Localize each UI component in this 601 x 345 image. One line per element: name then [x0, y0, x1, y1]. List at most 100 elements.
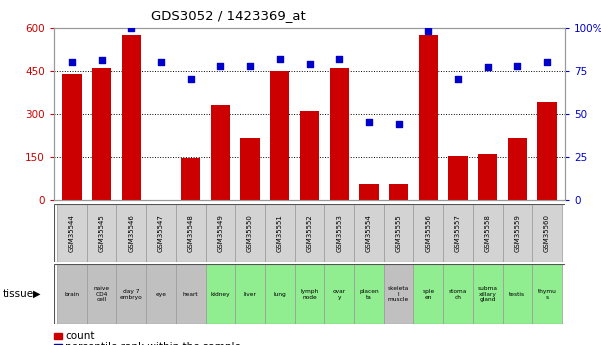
Bar [502, 264, 532, 324]
Text: count: count [65, 332, 94, 341]
Point [216, 63, 225, 68]
Bar [117, 204, 146, 262]
Bar [325, 264, 354, 324]
Bar [473, 264, 502, 324]
Text: thymu
s: thymu s [538, 289, 557, 299]
Bar [508, 138, 527, 200]
Text: GSM35545: GSM35545 [99, 214, 105, 252]
Text: naive
CD4
cell: naive CD4 cell [94, 286, 109, 303]
Bar [240, 138, 260, 200]
Bar [443, 204, 473, 262]
Text: lung: lung [273, 292, 286, 297]
Text: skeleta
l
muscle: skeleta l muscle [388, 286, 409, 303]
Text: GDS3052 / 1423369_at: GDS3052 / 1423369_at [151, 9, 306, 22]
Point [126, 25, 136, 30]
Text: kidney: kidney [210, 292, 230, 297]
Bar [87, 204, 117, 262]
Point [394, 121, 403, 127]
Point [334, 56, 344, 61]
Bar [502, 204, 532, 262]
Bar [329, 68, 349, 200]
Text: stoma
ch: stoma ch [449, 289, 467, 299]
Text: eye: eye [156, 292, 166, 297]
Bar [206, 264, 235, 324]
Bar [443, 264, 473, 324]
Text: tissue: tissue [3, 289, 34, 299]
Bar [325, 204, 354, 262]
Text: GSM35553: GSM35553 [336, 214, 342, 252]
Text: GSM35549: GSM35549 [218, 214, 224, 252]
Text: GSM35559: GSM35559 [514, 214, 520, 252]
Bar [57, 204, 87, 262]
Point [245, 63, 255, 68]
Text: GSM35551: GSM35551 [277, 214, 283, 252]
Text: GSM35548: GSM35548 [188, 214, 194, 252]
Bar [537, 102, 557, 200]
Text: liver: liver [243, 292, 257, 297]
Bar [473, 204, 502, 262]
Text: ▶: ▶ [33, 289, 40, 299]
Bar [354, 264, 384, 324]
Point [513, 63, 522, 68]
Bar [389, 184, 408, 200]
Bar [211, 105, 230, 200]
Text: placen
ta: placen ta [359, 289, 379, 299]
Bar [384, 204, 413, 262]
Bar [121, 35, 141, 200]
Bar [354, 204, 384, 262]
Point [453, 77, 463, 82]
Bar [300, 111, 319, 200]
Text: day 7
embryo: day 7 embryo [120, 289, 142, 299]
Bar [235, 204, 265, 262]
Bar [181, 158, 200, 200]
Text: GSM35560: GSM35560 [544, 214, 550, 252]
Bar [270, 71, 290, 200]
Bar [176, 264, 206, 324]
Text: GSM35557: GSM35557 [455, 214, 461, 252]
Bar [294, 204, 325, 262]
Text: brain: brain [64, 292, 79, 297]
Text: sple
en: sple en [422, 289, 435, 299]
Bar [532, 204, 562, 262]
Point [364, 120, 374, 125]
Bar [57, 264, 87, 324]
Text: GSM35555: GSM35555 [395, 214, 401, 252]
Text: GSM35544: GSM35544 [69, 214, 75, 252]
Bar [87, 264, 117, 324]
Text: GSM35550: GSM35550 [247, 214, 253, 252]
Bar [176, 204, 206, 262]
Text: ovar
y: ovar y [332, 289, 346, 299]
Bar [532, 264, 562, 324]
Point [424, 28, 433, 34]
Point [483, 65, 493, 70]
Text: testis: testis [510, 292, 525, 297]
Bar [413, 264, 443, 324]
Bar [413, 204, 443, 262]
Text: GSM35547: GSM35547 [158, 214, 164, 252]
Bar [448, 156, 468, 200]
Bar [265, 264, 294, 324]
Text: percentile rank within the sample: percentile rank within the sample [65, 342, 241, 345]
Text: GSM35546: GSM35546 [128, 214, 134, 252]
Text: GSM35552: GSM35552 [307, 214, 313, 252]
Bar [235, 264, 265, 324]
Bar [92, 68, 111, 200]
Bar [63, 73, 82, 200]
Point [156, 59, 166, 65]
Bar [54, 344, 62, 345]
Bar [265, 204, 294, 262]
Text: heart: heart [183, 292, 198, 297]
Bar [419, 35, 438, 200]
Text: lymph
node: lymph node [300, 289, 319, 299]
Point [97, 58, 106, 63]
Text: GSM35558: GSM35558 [485, 214, 491, 252]
Text: GSM35554: GSM35554 [366, 214, 372, 252]
Bar [359, 184, 379, 200]
Point [305, 61, 314, 67]
Text: GSM35556: GSM35556 [426, 214, 432, 252]
Bar [54, 333, 62, 339]
Bar [117, 264, 146, 324]
Bar [478, 154, 498, 200]
Bar [384, 264, 413, 324]
Bar [206, 204, 235, 262]
